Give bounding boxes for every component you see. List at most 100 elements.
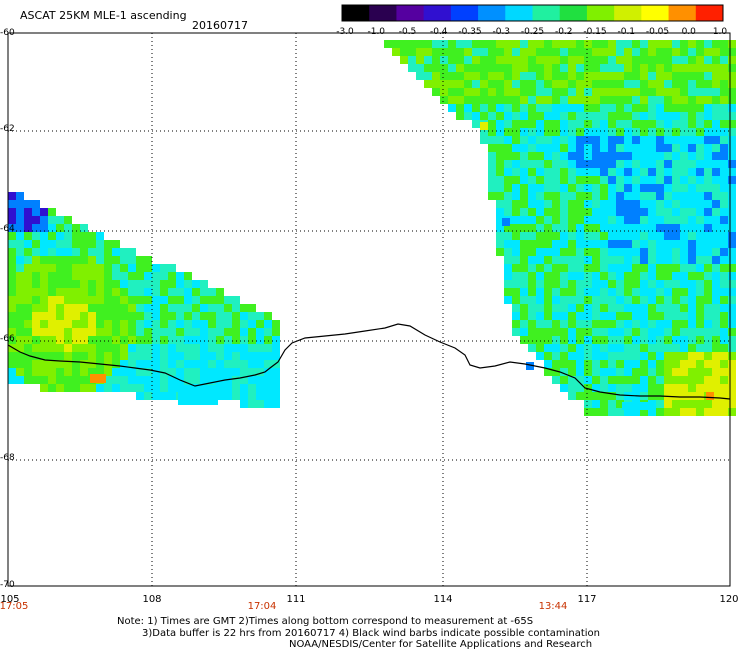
swath-cell	[592, 264, 600, 272]
swath-cell	[672, 88, 680, 96]
swath-cell	[208, 296, 216, 304]
swath-cell	[528, 192, 536, 200]
swath-cell	[672, 208, 680, 216]
swath-cell	[640, 208, 648, 216]
swath-cell	[672, 288, 680, 296]
swath-cell	[640, 176, 648, 184]
colorbar-segment	[614, 5, 642, 21]
swath-cell	[560, 368, 568, 376]
swath-cell	[216, 360, 224, 368]
swath-cell	[200, 328, 208, 336]
swath-cell	[568, 272, 576, 280]
swath-cell	[568, 256, 576, 264]
swath-cell	[712, 336, 720, 344]
swath-cell	[632, 384, 640, 392]
swath-cell	[696, 400, 704, 408]
swath-cell	[200, 344, 208, 352]
swath-cell	[248, 320, 256, 328]
swath-cell	[8, 296, 16, 304]
swath-cell	[520, 320, 528, 328]
swath-cell	[496, 168, 504, 176]
swath-cell	[552, 248, 560, 256]
swath-cell	[672, 112, 680, 120]
swath-cell	[560, 72, 568, 80]
swath-cell	[248, 392, 256, 400]
swath-cell	[496, 160, 504, 168]
swath-cell	[728, 128, 736, 136]
swath-cell	[552, 328, 560, 336]
swath-cell	[720, 320, 728, 328]
swath-cell	[728, 368, 736, 376]
colorbar-segment	[369, 5, 397, 21]
swath-cell	[256, 320, 264, 328]
swath-cell	[624, 48, 632, 56]
swath-cell	[544, 368, 552, 376]
swath-cell	[616, 184, 624, 192]
swath-cell	[576, 160, 584, 168]
swath-cell	[448, 40, 456, 48]
swath-cell	[504, 40, 512, 48]
swath-cell	[32, 256, 40, 264]
swath-cell	[656, 96, 664, 104]
swath-cell	[680, 104, 688, 112]
swath-cell	[496, 248, 504, 256]
swath-cell	[112, 312, 120, 320]
swath-cell	[120, 248, 128, 256]
note-line-1: Note: 1) Times are GMT 2)Times along bot…	[117, 616, 534, 627]
swath-cell	[48, 336, 56, 344]
swath-cell	[568, 128, 576, 136]
swath-cell	[592, 184, 600, 192]
swath-cell	[512, 192, 520, 200]
swath-cell	[672, 344, 680, 352]
swath-cell	[64, 352, 72, 360]
colorbar-tick-label: 1.0	[712, 27, 728, 37]
swath-cell	[240, 304, 248, 312]
swath-cell	[640, 152, 648, 160]
swath-cell	[48, 296, 56, 304]
swath-cell	[168, 320, 176, 328]
swath-cell	[536, 328, 544, 336]
swath-cell	[608, 96, 616, 104]
swath-cell	[720, 376, 728, 384]
swath-cell	[576, 240, 584, 248]
swath-cell	[680, 272, 688, 280]
swath-cell	[728, 360, 736, 368]
swath-cell	[688, 48, 696, 56]
swath-cell	[656, 224, 664, 232]
swath-cell	[680, 352, 688, 360]
swath-cell	[696, 216, 704, 224]
swath-cell	[80, 272, 88, 280]
swath-cell	[680, 64, 688, 72]
swath-cell	[536, 56, 544, 64]
swath-cell	[192, 352, 200, 360]
swath-cell	[584, 312, 592, 320]
swath-cell	[592, 96, 600, 104]
swath-cell	[648, 40, 656, 48]
swath-cell	[640, 96, 648, 104]
swath-cell	[616, 232, 624, 240]
swath-cell	[640, 360, 648, 368]
swath-cell	[632, 256, 640, 264]
swath-cell	[720, 240, 728, 248]
swath-cell	[544, 264, 552, 272]
swath-cell	[672, 376, 680, 384]
swath-cell	[560, 48, 568, 56]
swath-cell	[48, 320, 56, 328]
swath-cell	[528, 328, 536, 336]
swath-cell	[144, 344, 152, 352]
swath-cell	[632, 360, 640, 368]
colorbar-segment	[450, 5, 479, 21]
swath-cell	[712, 216, 720, 224]
swath-cell	[272, 392, 280, 400]
swath-cell	[664, 352, 672, 360]
swath-cell	[456, 104, 464, 112]
swath-cell	[152, 376, 160, 384]
swath-cell	[712, 248, 720, 256]
swath-cell	[32, 328, 40, 336]
swath-cell	[696, 352, 704, 360]
swath-cell	[648, 216, 656, 224]
swath-cell	[528, 96, 536, 104]
swath-cell	[528, 200, 536, 208]
swath-cell	[512, 128, 520, 136]
swath-cell	[656, 304, 664, 312]
